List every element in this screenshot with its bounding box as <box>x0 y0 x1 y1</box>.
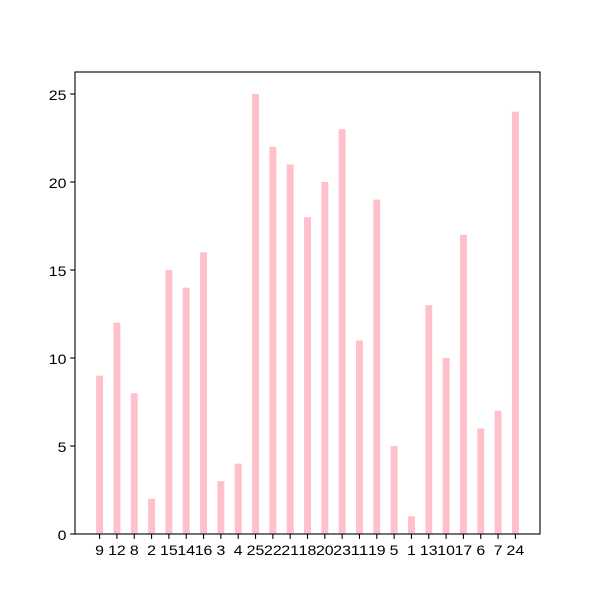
svg-text:4: 4 <box>234 542 243 558</box>
svg-text:15: 15 <box>49 263 67 279</box>
svg-text:20: 20 <box>316 542 334 558</box>
svg-text:5: 5 <box>58 439 67 455</box>
svg-text:21: 21 <box>281 542 299 558</box>
svg-text:8: 8 <box>130 542 139 558</box>
svg-text:7: 7 <box>494 542 503 558</box>
svg-text:24: 24 <box>507 542 525 558</box>
svg-text:9: 9 <box>95 542 104 558</box>
svg-text:16: 16 <box>195 542 213 558</box>
svg-text:5: 5 <box>390 542 399 558</box>
svg-text:23: 23 <box>333 542 351 558</box>
svg-text:19: 19 <box>368 542 386 558</box>
svg-text:10: 10 <box>49 351 67 367</box>
svg-text:11: 11 <box>351 542 369 558</box>
svg-text:25: 25 <box>49 87 67 103</box>
svg-text:18: 18 <box>299 542 317 558</box>
svg-text:14: 14 <box>177 542 195 558</box>
svg-text:2: 2 <box>147 542 156 558</box>
svg-text:13: 13 <box>420 542 438 558</box>
svg-text:6: 6 <box>476 542 485 558</box>
svg-text:10: 10 <box>437 542 455 558</box>
svg-text:0: 0 <box>58 527 67 543</box>
svg-text:20: 20 <box>49 175 67 191</box>
svg-text:17: 17 <box>455 542 473 558</box>
svg-text:1: 1 <box>407 542 416 558</box>
svg-text:25: 25 <box>247 542 265 558</box>
svg-text:3: 3 <box>216 542 225 558</box>
svg-text:22: 22 <box>264 542 282 558</box>
svg-text:12: 12 <box>108 542 126 558</box>
svg-text:15: 15 <box>160 542 178 558</box>
